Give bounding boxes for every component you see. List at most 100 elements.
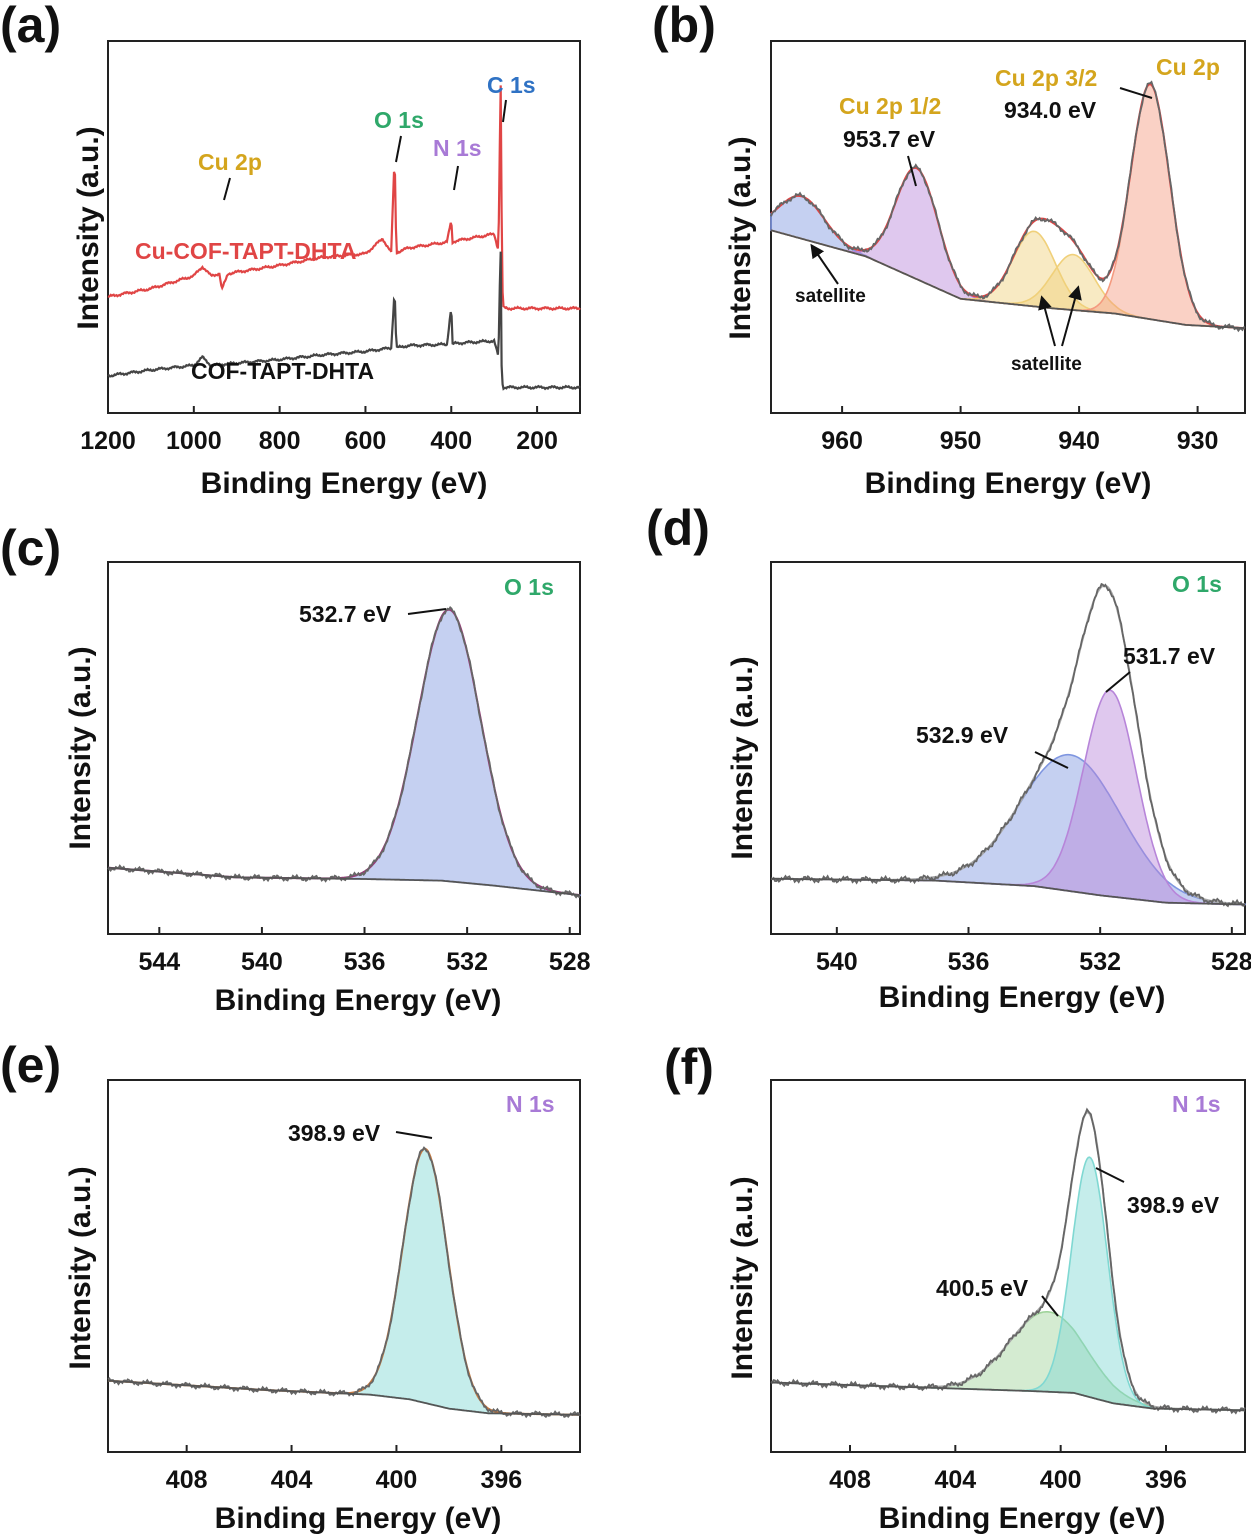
component-area (771, 753, 1246, 906)
cu-2p-three-value: 934.0 eV (1004, 97, 1097, 123)
leader-c-1s (502, 99, 507, 123)
x-ticks-c: 544 540 536 532 528 (138, 927, 591, 976)
x-ticks-b: 960 950 940 930 (821, 406, 1218, 455)
x-axis-label-e: Binding Energy (eV) (215, 1502, 502, 1535)
legend-label-cu-cof: Cu-COF-TAPT-DHTA (135, 238, 356, 264)
leader-e (395, 1131, 433, 1139)
series-group-d (770, 582, 1246, 908)
x-tick-label: 408 (166, 1466, 208, 1494)
fit-envelope (107, 1147, 580, 1416)
panel-f: (f) 408 404 400 396 Binding Energy (eV) Int… (664, 1039, 1246, 1535)
plot-frame-e (107, 1079, 581, 1453)
series-line (107, 85, 581, 312)
series-group-f (770, 1107, 1246, 1415)
x-tick-label: 396 (1145, 1466, 1187, 1494)
x-tick-label: 544 (138, 948, 180, 976)
element-label-f: N 1s (1172, 1091, 1221, 1117)
y-axis-label-d: Intensity (a.u.) (726, 656, 759, 859)
x-tick-label: 400 (376, 1466, 418, 1494)
y-axis-label-e: Intensity (a.u.) (64, 1166, 97, 1369)
satellite-label-left: satellite (795, 286, 866, 307)
x-ticks-f: 408 404 400 396 (829, 1445, 1187, 1494)
raw-spectrum (770, 80, 1246, 333)
leader-cu-2p (223, 177, 231, 201)
satellite-label-right: satellite (1011, 354, 1082, 375)
x-tick-label: 1000 (166, 427, 222, 455)
peak-label-n-1s: N 1s (433, 135, 482, 161)
x-ticks-d: 540 536 532 528 (816, 927, 1251, 976)
panel-a: (a) 1200 1000 800 600 400 200 Binding Energy … (0, 0, 581, 500)
component-area (771, 1311, 1245, 1412)
plot-frame-a (107, 40, 581, 414)
x-tick-label: 532 (446, 948, 488, 976)
x-tick-label: 404 (934, 1466, 976, 1494)
panel-c: (c) 544 540 536 532 528 Binding Energy (eV) … (0, 520, 591, 1017)
x-tick-label: 528 (549, 948, 591, 976)
element-label-d: O 1s (1172, 571, 1222, 597)
legend-label-cof: COF-TAPT-DHTA (191, 358, 374, 384)
x-tick-label: 540 (241, 948, 283, 976)
panel-d: (d) 540 536 532 528 Binding Energy (eV) Int… (646, 500, 1251, 1014)
x-tick-label: 528 (1211, 948, 1251, 976)
panel-label-d: (d) (646, 500, 710, 556)
leader-f-1 (1041, 1295, 1059, 1317)
x-tick-label: 408 (829, 1466, 871, 1494)
panel-e: (e) 408 404 400 396 Binding Energy (eV) Int… (0, 1037, 581, 1535)
plot-frame-c (107, 561, 581, 935)
plot-frame-f (770, 1079, 1246, 1453)
series-group-b (770, 80, 1246, 333)
series-group-c (107, 605, 581, 899)
background-line (107, 866, 581, 897)
x-tick-label: 532 (1079, 948, 1121, 976)
plot-frame-d (770, 561, 1246, 935)
leader-c (407, 608, 447, 615)
x-tick-label: 540 (816, 948, 858, 976)
component-fills-e (107, 1147, 580, 1416)
leader-cu-three (1119, 87, 1153, 99)
series-line (107, 251, 581, 391)
x-tick-label: 950 (940, 427, 982, 455)
element-label-b: Cu 2p (1156, 54, 1220, 80)
x-tick-label: 1200 (80, 427, 136, 455)
x-axis-label-f: Binding Energy (eV) (879, 1502, 1166, 1535)
peak-value-c: 532.7 eV (299, 601, 392, 627)
satellite-arrows (810, 243, 1082, 347)
panel-label-b: (b) (652, 0, 716, 53)
element-label-c: O 1s (504, 574, 554, 600)
element-label-e: N 1s (506, 1091, 555, 1117)
background-line (771, 877, 1245, 906)
y-axis-label-f: Intensity (a.u.) (726, 1176, 759, 1379)
y-axis-label-c: Intensity (a.u.) (64, 646, 97, 849)
leader-n-1s (453, 165, 459, 191)
component-area (107, 608, 581, 897)
series-group-e (107, 1146, 581, 1419)
cu-2p-half-value: 953.7 eV (843, 126, 936, 152)
peak-value-f-1: 400.5 eV (936, 1275, 1029, 1301)
peak-value-d-1: 532.9 eV (916, 722, 1009, 748)
leader-o-1s (395, 135, 402, 163)
leader-f-2 (1095, 1167, 1125, 1183)
panel-label-f: (f) (664, 1039, 714, 1095)
peak-label-o-1s: O 1s (374, 107, 424, 133)
cu-2p-three-label: Cu 2p 3/2 (995, 65, 1097, 91)
x-tick-label: 200 (516, 427, 558, 455)
background-line (771, 1381, 1245, 1412)
x-tick-label: 940 (1058, 427, 1100, 455)
peak-value-f-2: 398.9 eV (1127, 1192, 1220, 1218)
leader-d-2 (1105, 671, 1131, 693)
x-tick-label: 536 (344, 948, 386, 976)
peak-label-c-1s: C 1s (487, 72, 536, 98)
x-axis-label-b: Binding Energy (eV) (865, 467, 1152, 500)
peak-value-e: 398.9 eV (288, 1120, 381, 1146)
x-tick-label: 960 (821, 427, 863, 455)
x-ticks-a: 1200 1000 800 600 400 200 (80, 406, 558, 455)
panel-b: (b) 960 950 940 930 Binding Energy (eV) Int… (652, 0, 1246, 500)
peak-label-cu-2p: Cu 2p (198, 149, 262, 175)
cu-2p-half-label: Cu 2p 1/2 (839, 93, 941, 119)
x-tick-label: 930 (1177, 427, 1219, 455)
x-tick-label: 396 (480, 1466, 522, 1494)
x-axis-label-d: Binding Energy (eV) (879, 981, 1166, 1014)
peak-value-d-2: 531.7 eV (1123, 643, 1216, 669)
x-tick-label: 600 (345, 427, 387, 455)
series-group-a (107, 85, 581, 391)
